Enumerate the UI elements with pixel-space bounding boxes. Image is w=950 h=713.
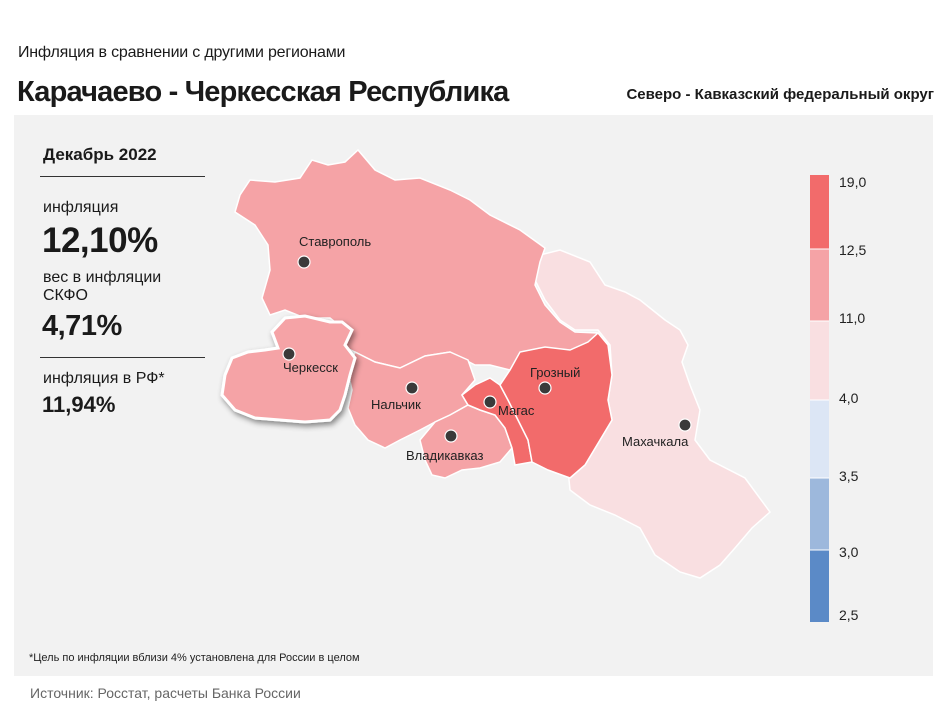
city-marker-stavropol: Ставрополь — [297, 234, 371, 269]
city-label-stavropol: Ставрополь — [299, 234, 371, 249]
city-label-grozny: Грозный — [530, 365, 580, 380]
city-marker-grozny: Грозный — [530, 365, 580, 395]
city-marker-vladikavkaz: Владикавказ — [406, 429, 484, 463]
legend-swatch — [810, 321, 829, 400]
district-title: Северо - Кавказский федеральный округ — [626, 86, 934, 103]
city-label-vladikavkaz: Владикавказ — [406, 448, 484, 463]
city-label-magas: Магас — [498, 403, 535, 418]
period-label: Декабрь 2022 — [43, 145, 157, 164]
city-label-makhachkala: Махачкала — [622, 434, 689, 449]
region-dagestan — [534, 249, 772, 579]
city-marker-makhachkala: Махачкала — [622, 418, 692, 449]
rf-inflation-value: 11,94% — [42, 392, 116, 417]
legend-label: 3,0 — [839, 544, 859, 560]
legend-label: 2,5 — [839, 607, 859, 623]
rf-inflation-label: инфляция в РФ* — [43, 370, 165, 387]
page-title: Карачаево - Черкесская Республика — [17, 76, 509, 108]
legend-swatch — [810, 478, 829, 550]
legend-label: 3,5 — [839, 468, 859, 484]
city-marker-nalchik: Нальчик — [371, 381, 421, 412]
legend-swatch — [810, 400, 829, 478]
inflation-label: инфляция — [43, 199, 119, 216]
legend-label: 11,0 — [839, 310, 865, 326]
legend-label: 19,0 — [839, 174, 866, 190]
city-marker-cherkessk: Черкесск — [282, 347, 338, 375]
legend-swatch — [810, 175, 829, 249]
legend-label: 12,5 — [839, 242, 866, 258]
color-legend: 19,0 12,5 11,0 4,0 3,5 3,0 2,5 — [810, 174, 866, 623]
footnote: *Цель по инфляции вблизи 4% установлена … — [29, 652, 360, 664]
city-label-nalchik: Нальчик — [371, 397, 421, 412]
region-chechnya — [499, 331, 613, 479]
city-marker-magas: Магас — [483, 395, 535, 418]
divider — [40, 176, 205, 177]
stats-block: Декабрь 2022 инфляция 12,10% вес в инфля… — [40, 145, 205, 418]
subtitle: Инфляция в сравнении с другими регионами — [18, 44, 346, 61]
legend-label: 4,0 — [839, 390, 859, 406]
city-label-cherkessk: Черкесск — [283, 360, 338, 375]
legend-swatch — [810, 550, 829, 622]
region-karachay-cherkessia — [220, 314, 357, 424]
source-note: Источник: Росстат, расчеты Банка России — [30, 685, 301, 701]
inflation-value: 12,10% — [42, 221, 158, 260]
legend-swatch — [810, 249, 829, 321]
weight-label: вес в инфляции СКФО — [43, 269, 162, 304]
weight-value: 4,71% — [42, 310, 122, 342]
divider — [40, 357, 205, 358]
